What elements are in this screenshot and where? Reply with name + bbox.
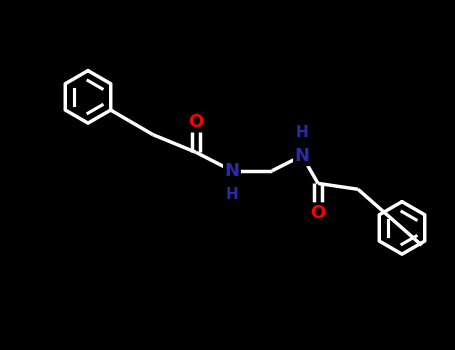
Text: N: N: [294, 147, 309, 165]
Text: H: H: [226, 187, 238, 202]
Text: O: O: [310, 204, 326, 222]
Text: N: N: [224, 162, 239, 180]
Text: O: O: [188, 113, 204, 131]
Text: H: H: [296, 125, 308, 140]
